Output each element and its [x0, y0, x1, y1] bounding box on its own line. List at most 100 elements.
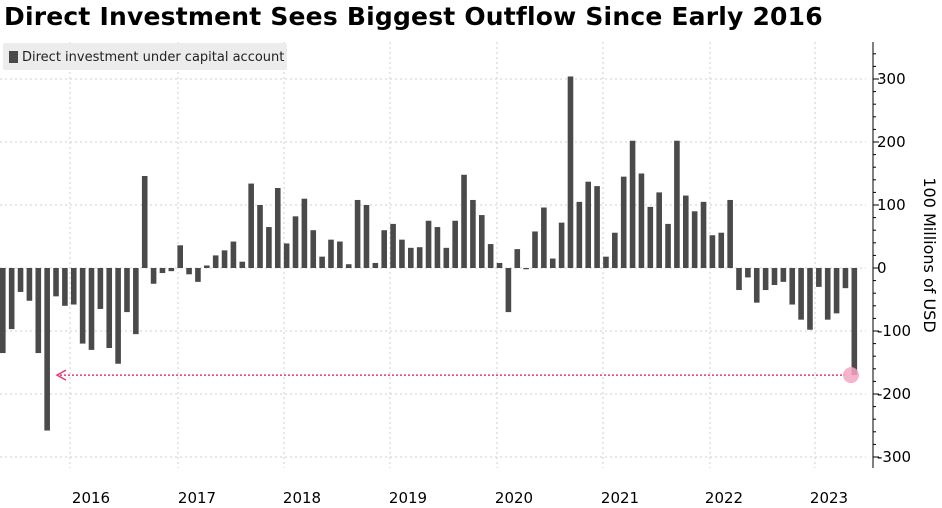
y-tick-label: 100	[877, 196, 906, 214]
bar	[718, 232, 725, 268]
x-tick-label: 2018	[283, 489, 321, 507]
bar	[798, 268, 804, 320]
bar	[532, 231, 538, 268]
bar	[301, 198, 308, 268]
bar	[496, 262, 503, 268]
bar	[390, 223, 396, 268]
bar	[133, 268, 139, 335]
x-tick-label: 2019	[389, 489, 427, 507]
bar	[150, 268, 157, 284]
x-tick-label: 2022	[705, 489, 743, 507]
bar	[691, 211, 698, 268]
bar	[452, 220, 458, 268]
bar	[292, 216, 299, 268]
bar	[141, 176, 148, 268]
bar	[585, 181, 592, 268]
y-tick-label: 0	[877, 259, 887, 277]
bar	[248, 183, 254, 268]
legend-swatch	[9, 51, 18, 63]
bar	[736, 268, 742, 291]
bar	[381, 230, 388, 268]
bar	[257, 205, 263, 268]
bar	[177, 245, 183, 268]
bar	[26, 268, 33, 301]
bar	[0, 268, 6, 354]
bar	[603, 256, 609, 268]
bar	[523, 268, 529, 270]
bar	[771, 268, 778, 286]
bar	[337, 241, 343, 268]
bar	[851, 268, 858, 376]
bar	[594, 186, 600, 268]
bar	[824, 268, 831, 320]
bar-series	[0, 76, 858, 431]
bar	[230, 241, 237, 268]
bar	[106, 268, 113, 349]
bar	[816, 268, 822, 287]
bar	[753, 268, 760, 303]
bar	[425, 220, 432, 268]
x-tick-label: 2017	[178, 489, 216, 507]
chart-title: Direct Investment Sees Biggest Outflow S…	[4, 2, 823, 31]
bar	[656, 192, 662, 268]
bar	[115, 268, 121, 364]
arrowhead-icon	[55, 369, 67, 381]
x-tick-label: 2020	[495, 489, 533, 507]
legend-box	[3, 43, 287, 70]
bar	[443, 247, 450, 268]
bar	[283, 243, 290, 268]
y-tick-label: 200	[877, 133, 906, 151]
bar	[780, 268, 787, 282]
bar	[558, 222, 565, 268]
bar	[345, 264, 352, 268]
bar	[266, 227, 272, 268]
reference-annotation	[55, 367, 859, 384]
bar	[354, 199, 361, 268]
bar	[842, 268, 849, 289]
bar	[700, 201, 707, 268]
bar	[833, 268, 840, 314]
bar	[470, 199, 476, 268]
bar	[212, 255, 219, 268]
bar	[204, 265, 210, 268]
y-axis: 300 200 100 0 -100 -200 -300 100 Millions of US…	[872, 42, 939, 468]
bar	[674, 140, 680, 268]
y-tick-label: 300	[877, 70, 906, 88]
bar	[44, 268, 50, 431]
bar	[97, 268, 104, 309]
y-tick-label: -200	[877, 385, 911, 403]
bar	[221, 250, 228, 268]
bar	[53, 268, 59, 297]
bar	[319, 256, 325, 268]
y-tick-label: -300	[877, 448, 911, 466]
x-tick-label: 2021	[601, 489, 639, 507]
bar	[168, 268, 175, 272]
y-tick-label: -100	[877, 322, 911, 340]
bar	[62, 268, 68, 306]
bar	[159, 268, 166, 274]
bar	[514, 249, 521, 268]
bar	[665, 223, 671, 268]
bar	[8, 268, 15, 330]
bar	[541, 207, 547, 268]
bar	[505, 268, 512, 313]
bar	[70, 268, 77, 305]
bar	[745, 268, 751, 278]
legend: Direct investment under capital account	[3, 43, 287, 70]
bar	[239, 261, 246, 268]
y-axis-label: 100 Millions of USD	[920, 177, 939, 332]
bar	[186, 268, 192, 275]
bar	[638, 173, 645, 268]
bar	[487, 244, 494, 268]
bar	[576, 201, 583, 268]
bar	[416, 247, 423, 268]
bar	[727, 199, 733, 268]
bar	[762, 268, 769, 291]
bar	[567, 76, 574, 268]
bar	[328, 239, 334, 268]
bar	[549, 258, 556, 268]
bar	[17, 268, 24, 292]
bar	[35, 268, 42, 354]
bar	[79, 268, 86, 344]
